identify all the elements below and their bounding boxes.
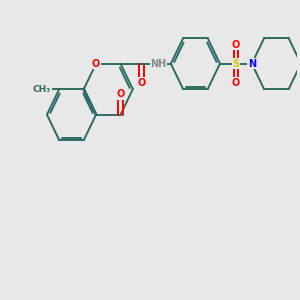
Text: O: O: [92, 59, 100, 69]
Text: O: O: [116, 89, 125, 99]
Text: S: S: [232, 59, 239, 69]
Text: CH₃: CH₃: [33, 85, 51, 94]
Text: O: O: [232, 40, 240, 50]
Text: O: O: [137, 78, 146, 88]
Text: O: O: [232, 78, 240, 88]
Text: N: N: [248, 59, 256, 69]
Text: NH: NH: [151, 59, 167, 69]
